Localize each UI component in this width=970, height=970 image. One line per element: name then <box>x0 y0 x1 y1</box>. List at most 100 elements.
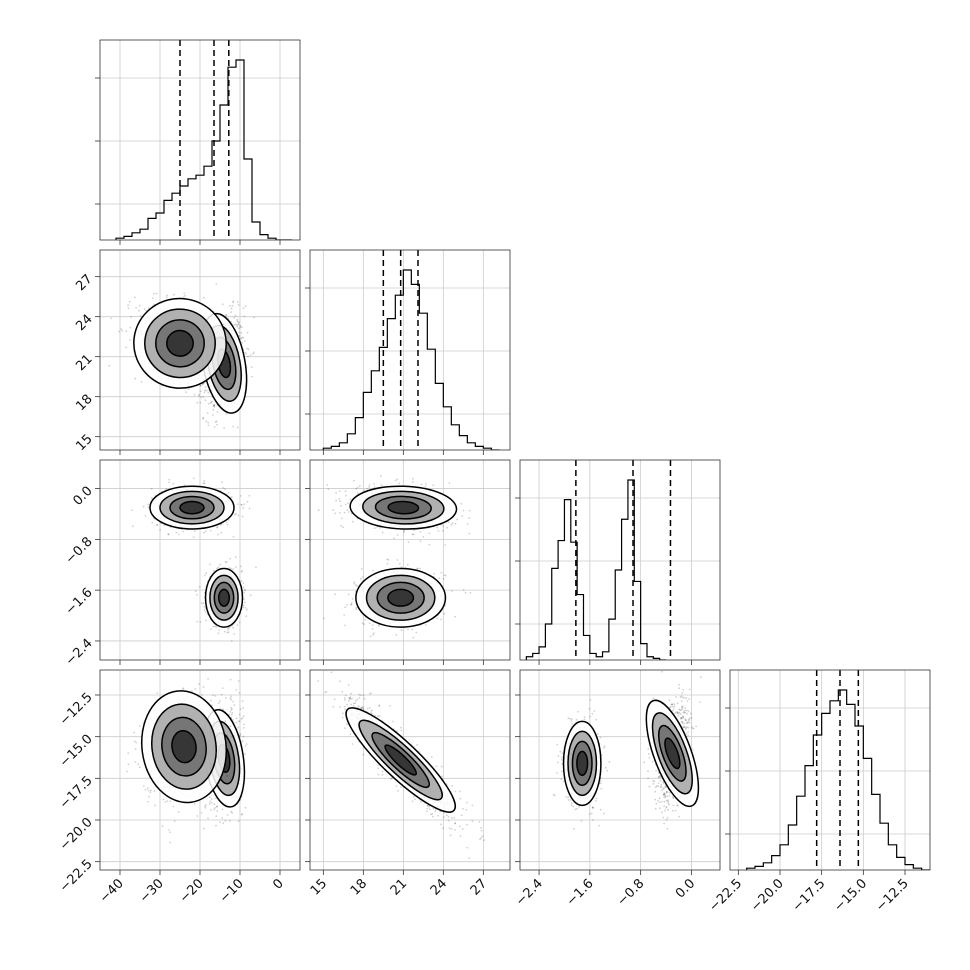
scatter-point <box>215 824 217 827</box>
scatter-point <box>231 708 233 710</box>
scatter-point <box>347 511 350 513</box>
panel-frame <box>99 39 301 241</box>
scatter-point <box>222 822 224 825</box>
scatter-point <box>462 589 465 591</box>
scatter-point <box>219 821 221 823</box>
scatter-point <box>226 814 229 816</box>
scatter-point <box>235 566 237 568</box>
scatter-point <box>343 511 346 514</box>
scatter-point <box>396 534 399 536</box>
scatter-point <box>249 594 252 597</box>
scatter-point <box>344 606 347 609</box>
scatter-point <box>218 629 221 631</box>
scatter-point <box>216 810 219 812</box>
scatter-point <box>368 486 371 488</box>
contour-2 <box>376 581 425 614</box>
scatter-point <box>214 807 216 809</box>
scatter-point <box>244 351 246 354</box>
scatter-point <box>236 301 239 303</box>
scatter-point <box>238 720 241 723</box>
scatter-point <box>411 533 414 536</box>
scatter-point <box>236 426 239 429</box>
scatter-point <box>202 417 204 420</box>
scatter-point <box>213 808 216 811</box>
scatter-point <box>229 360 232 363</box>
scatter-point <box>340 517 343 520</box>
scatter-point <box>198 585 201 588</box>
scatter-point <box>203 296 205 299</box>
scatter-point <box>448 482 451 484</box>
scatter-point <box>233 317 236 319</box>
scatter-point <box>242 606 245 609</box>
scatter-point <box>466 523 469 525</box>
scatter-point <box>230 695 233 698</box>
scatter-point <box>240 503 243 506</box>
scatter-point <box>212 405 215 407</box>
scatter-point <box>451 590 453 592</box>
scatter-point <box>242 715 245 718</box>
contour-0 <box>349 485 458 530</box>
scatter-point <box>241 570 244 572</box>
scatter-point <box>247 348 250 351</box>
scatter-point <box>183 292 186 295</box>
scatter-point <box>242 307 245 310</box>
scatter-point <box>225 521 228 524</box>
scatter-point <box>217 632 220 635</box>
contour-3 <box>387 500 420 515</box>
scatter-point <box>240 813 243 816</box>
scatter-point <box>183 484 186 487</box>
scatter-point <box>368 622 371 625</box>
scatter-point <box>213 403 216 406</box>
scatter-point <box>172 482 175 485</box>
scatter-point <box>200 602 203 605</box>
scatter-point <box>202 383 204 386</box>
scatter-point <box>242 727 245 729</box>
scatter-point <box>358 484 361 487</box>
scatter-point <box>372 632 375 635</box>
contour-1 <box>144 308 216 379</box>
scatter-point <box>242 735 245 738</box>
histogram-panel-1 <box>305 249 511 455</box>
scatter-point <box>139 314 142 317</box>
scatter-point <box>230 698 232 701</box>
scatter-point <box>355 487 358 490</box>
scatter-point <box>416 567 419 570</box>
scatter-point <box>440 618 442 621</box>
scatter-point <box>147 307 150 309</box>
scatter-point <box>338 498 341 500</box>
scatter-point <box>209 402 212 404</box>
scatter-point <box>194 590 197 593</box>
scatter-point <box>231 811 234 814</box>
scatter-point <box>226 631 229 634</box>
scatter-point <box>230 311 233 314</box>
scatter-point <box>361 576 364 579</box>
scatter-point <box>245 615 248 618</box>
scatter-point <box>230 713 233 716</box>
panel-frame <box>99 459 301 661</box>
scatter-point <box>380 484 383 487</box>
histogram-1 <box>322 269 500 450</box>
scatter-point <box>221 808 224 811</box>
scatter-point <box>440 572 443 574</box>
scatter-point <box>235 323 237 326</box>
scatter-point <box>196 620 199 623</box>
scatter-point <box>213 404 216 407</box>
scatter-point <box>322 617 325 620</box>
scatter-point <box>121 329 123 332</box>
scatter-point <box>407 628 409 631</box>
y-tick-label: 15 <box>73 432 95 454</box>
scatter-point <box>129 339 131 341</box>
y-tick-label: 24 <box>73 312 95 334</box>
scatter-point <box>210 628 212 630</box>
scatter-point <box>469 592 472 594</box>
scatter-point <box>242 582 245 584</box>
scatter-point <box>166 294 168 297</box>
scatter-point <box>239 325 242 328</box>
scatter-point <box>225 413 228 415</box>
scatter-point <box>203 531 205 534</box>
scatter-point <box>216 423 218 426</box>
scatter-point <box>127 307 130 310</box>
scatter-point <box>428 532 431 535</box>
scatter-point <box>203 605 206 608</box>
scatter-point <box>240 338 243 340</box>
